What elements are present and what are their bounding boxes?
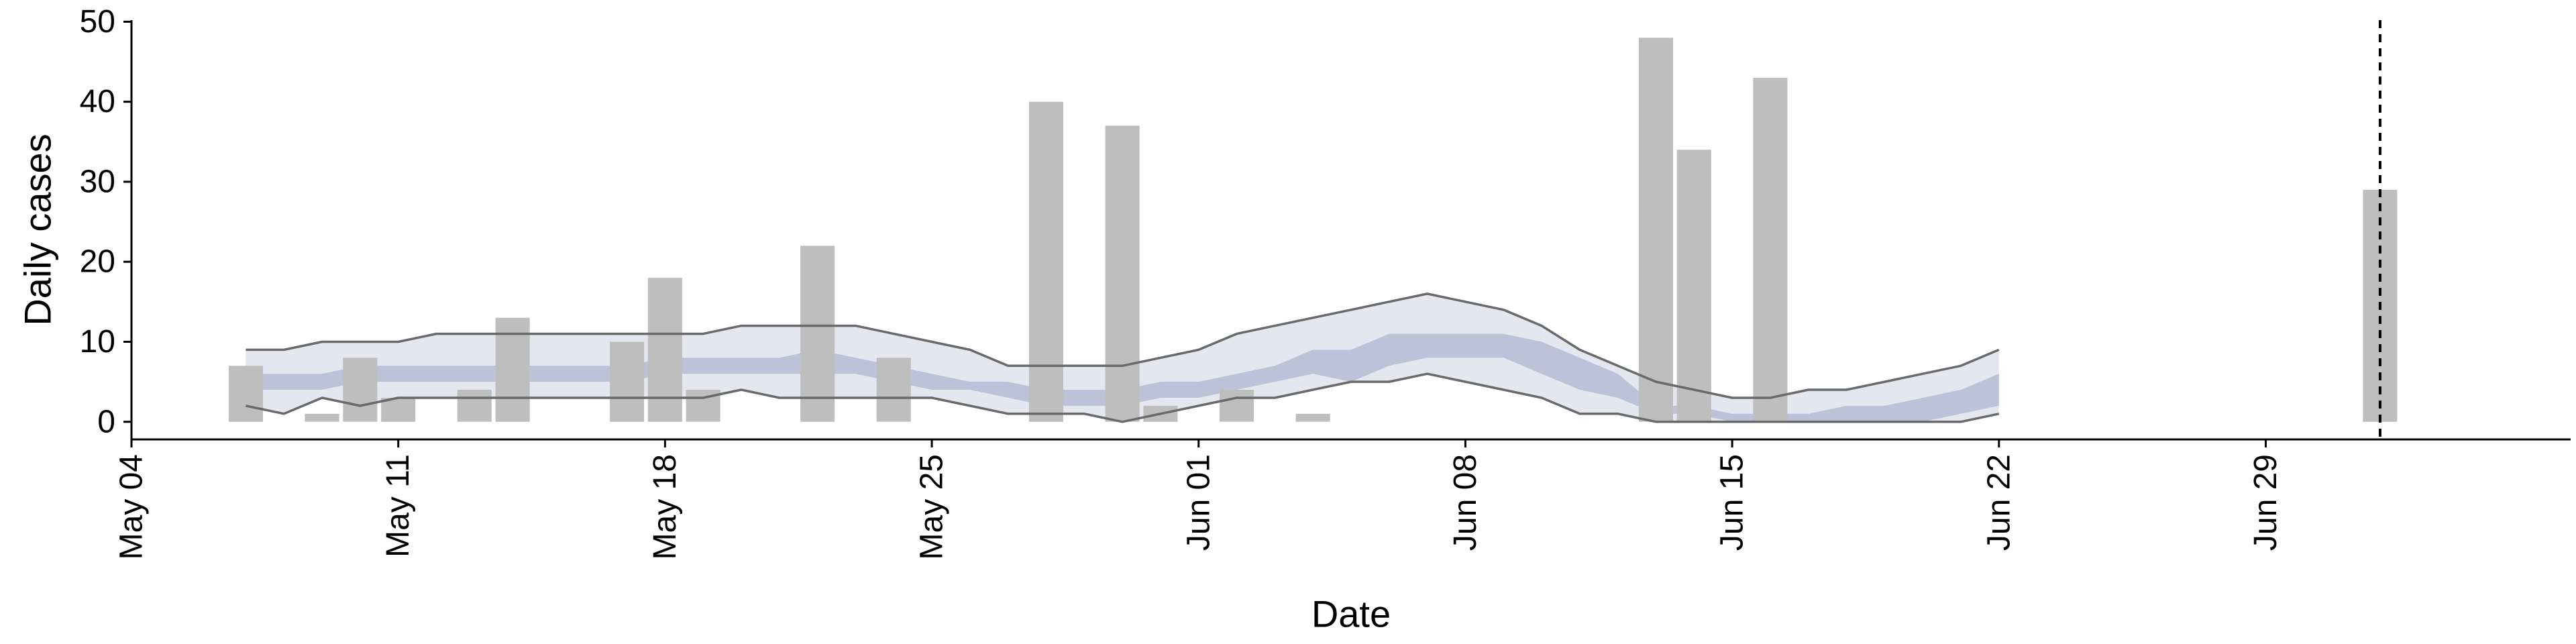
y-tick-label: 40 — [80, 84, 115, 119]
plot-area — [228, 20, 2398, 439]
x-tick-label: May 18 — [647, 454, 683, 559]
x-axis-title: Date — [1311, 593, 1391, 635]
case-bar — [647, 278, 682, 422]
case-bar — [457, 390, 492, 422]
case-bar — [1753, 77, 1788, 422]
y-tick-label: 20 — [80, 244, 115, 280]
case-bar — [876, 358, 911, 422]
x-axis-ticks: May 04 May 11 May 18 May 25 Jun 01 Jun 08 Jun … — [114, 439, 2284, 559]
case-bar — [610, 341, 645, 422]
case-bar — [1105, 125, 1140, 422]
case-bar — [228, 366, 263, 422]
case-bar — [800, 246, 835, 422]
case-bar — [1220, 390, 1254, 422]
ci90-band — [246, 293, 1999, 422]
y-tick-label: 30 — [80, 164, 115, 199]
y-axis-title: Daily cases — [17, 133, 59, 325]
case-bar — [381, 398, 416, 422]
case-bar — [305, 413, 339, 422]
case-bar — [1676, 150, 1711, 422]
x-tick-label: May 25 — [914, 454, 950, 559]
case-bar — [1295, 413, 1330, 422]
y-axis-ticks: 0 10 20 30 40 50 — [80, 4, 131, 439]
y-tick-label: 0 — [97, 404, 115, 439]
x-tick-label: Jun 22 — [1981, 454, 2017, 551]
x-tick-label: Jun 29 — [2248, 454, 2284, 551]
case-bar — [1028, 101, 1063, 422]
case-bar — [1638, 38, 1673, 422]
ci90-upper-line — [246, 292, 2000, 399]
case-bar — [495, 317, 530, 422]
x-tick-label: Jun 01 — [1181, 454, 1216, 551]
case-bar — [343, 358, 378, 422]
x-tick-label: Jun 15 — [1715, 454, 1750, 551]
x-tick-label: May 04 — [114, 454, 150, 559]
x-tick-label: May 11 — [380, 454, 416, 557]
ci50-band — [246, 333, 1999, 422]
x-tick-label: Jun 08 — [1448, 454, 1483, 551]
ci90-lower-line — [246, 372, 2000, 423]
y-tick-label: 50 — [80, 4, 115, 40]
y-tick-label: 10 — [80, 324, 115, 360]
